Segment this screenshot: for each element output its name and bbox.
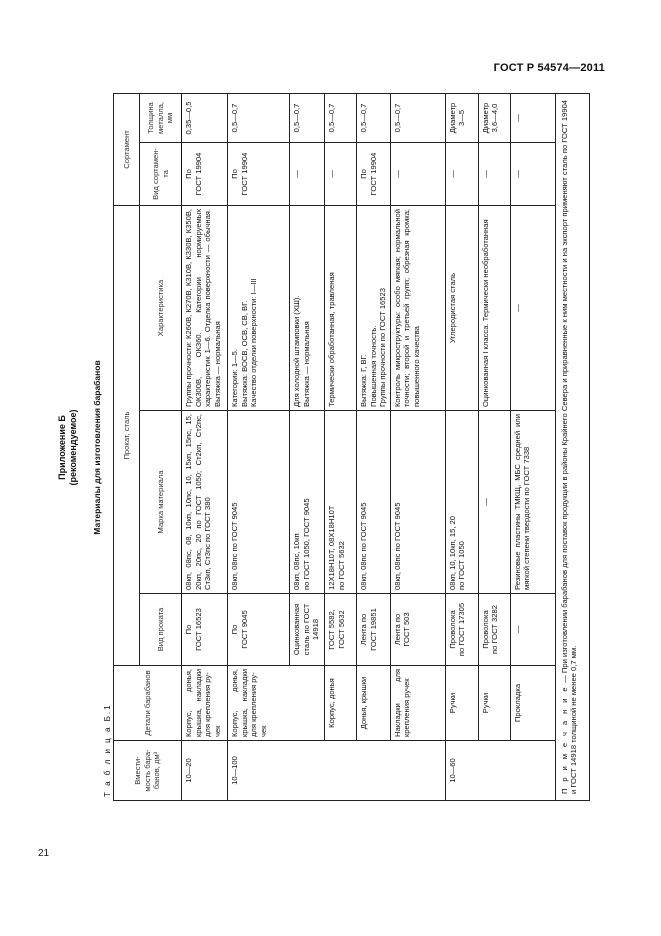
cell-characteristic: Группы прочности: К260В, К270В, К310В, К… xyxy=(181,205,228,411)
cell-rolled-type: По ГОСТ 16523 xyxy=(181,593,228,666)
cell-characteristic: Для холодной штамповки (ХШ). Вытяжка — н… xyxy=(289,205,325,411)
cell-thickness: Диаметр 3,6—4,0 xyxy=(478,93,511,143)
cell-characteristic: Вытяжка: Г, ВГ. Повышенная точность. Гру… xyxy=(356,205,391,411)
cell-assortment: По ГОСТ 19904 xyxy=(181,142,228,206)
note-label: П р и м е ч а н и е xyxy=(559,684,569,794)
cell-assortment: По ГОСТ 19904 xyxy=(356,142,391,206)
header-rolled-group: Прокат, сталь xyxy=(113,205,140,666)
cell-grade: 08кп, 08пс, 08, 10кп, 10пс, 10, 15кп, 15… xyxy=(181,410,228,594)
table-row: Корпус, донья ГОСТ 5582, ГОСТ 5632 12Х18Н1… xyxy=(324,93,357,800)
appendix-title: Приложение Б xyxy=(57,415,67,480)
cell-rolled-type: — xyxy=(510,593,556,666)
rotated-content: Приложение Б (рекомендуемое) Материалы д… xyxy=(57,92,590,801)
cell-details: Корпус, донья, крышка, накладки для креп… xyxy=(227,665,325,741)
header-capacity: Вмести- мость бара- банов, дм³ xyxy=(113,740,182,801)
cell-thickness: 0,5—0,7 xyxy=(227,93,290,143)
cell-grade: 08кп, 08пс, 10кп по ГОСТ 1050, ГОСТ 9045 xyxy=(289,410,325,594)
cell-thickness: 0,5—0,7 xyxy=(390,93,446,143)
cell-thickness: 0,5—0,7 xyxy=(356,93,391,143)
cell-thickness: Диаметр 3—5 xyxy=(445,93,479,143)
cell-rolled-type: Лента по ГОСТ 503 xyxy=(390,593,446,666)
cell-thickness: 0,5—0,7 xyxy=(289,93,325,143)
cell-grade: 08кп, 10, 10кп, 15, 20 по ГОСТ 1050 xyxy=(445,410,479,594)
table-row: Прокладка — Резиновые пластины ТМКЩ, МБС с… xyxy=(510,93,556,800)
cell-details: Корпус, донья, крышка, накладки для креп… xyxy=(181,665,228,741)
cell-characteristic: — xyxy=(510,205,556,411)
table-row: Ручки Проволока по ГОСТ 3282— Оцинкованная… xyxy=(478,93,511,800)
cell-capacity: 10—100 xyxy=(227,740,446,801)
cell-rolled-type: ГОСТ 5582, ГОСТ 5632 xyxy=(324,593,357,666)
cell-assortment: — xyxy=(445,142,479,206)
cell-details: Накладки для крепления ручек xyxy=(390,665,446,741)
cell-rolled-type: По ГОСТ 9045 xyxy=(227,593,290,666)
header-rolled-type: Вид проката xyxy=(139,593,182,666)
table-label: Т а б л и ц а Б.1 xyxy=(103,703,112,797)
cell-details: Ручки xyxy=(478,665,511,741)
cell-assortment: — xyxy=(289,142,325,206)
header-grade: Марка материала xyxy=(139,410,182,594)
header-thickness: Толщина металла, мм xyxy=(139,93,182,143)
cell-details: Корпус, донья xyxy=(324,665,357,741)
cell-characteristic: Оцинкованная I класса. Термически необра… xyxy=(478,205,511,411)
header-details: Детали барабанов xyxy=(113,665,182,741)
table-note: П р и м е ч а н и е — При изготовлении б… xyxy=(555,93,590,801)
table-row: 10—60 Ручки Проволока по ГОСТ 17305 08кп, 1… xyxy=(445,93,556,801)
cell-assortment: — xyxy=(324,142,357,206)
cell-grade: 08кп, 08пс по ГОСТ 9045 xyxy=(390,410,446,594)
cell-details: Донья, крышки xyxy=(356,665,391,741)
cell-characteristic: Категории: 1—5. Вытяжка: ВОСВ, ОСВ, СВ, … xyxy=(227,205,290,411)
document-code: ГОСТ Р 54574—2011 xyxy=(493,62,605,74)
cell-thickness: 0,35—0,5 xyxy=(181,93,228,143)
cell-assortment: — xyxy=(510,142,556,206)
cell-grade: 08кп, 08пс по ГОСТ 9045 xyxy=(227,410,290,594)
table-row: Накладки для крепления ручек Лента по ГОС… xyxy=(390,93,446,800)
cell-rolled-type: Проволока по ГОСТ 17305 xyxy=(445,593,479,666)
cell-details: Прокладка xyxy=(510,665,556,741)
cell-grade: — xyxy=(478,410,511,594)
cell-thickness: 0,5—0,7 xyxy=(324,93,357,143)
cell-assortment: — xyxy=(390,142,446,206)
table-row: 10—100 Корпус, донья, крышка, накладки дл… xyxy=(227,93,446,801)
cell-grade: 08кп, 08пс по ГОСТ 9045 xyxy=(356,410,391,594)
header-assortment-group: Сортамент xyxy=(113,93,140,206)
cell-characteristic: Контроль микроструктуры: особо мягкая; н… xyxy=(390,205,446,411)
cell-rolled-type: Оцинкованная сталь по ГОСТ 14918 xyxy=(289,593,325,666)
cell-rolled-type: Лента по ГОСТ 19851 xyxy=(356,593,391,666)
header-characteristic: Характеристика xyxy=(139,205,182,411)
cell-thickness: — xyxy=(510,93,556,143)
cell-capacity: 10—20 xyxy=(181,740,228,801)
cell-grade: 12Х18Н10Т, 08Х18Н10Т по ГОСТ 5632 xyxy=(324,410,357,594)
table-row: 10—20 Корпус, донья, крышка, накладки для… xyxy=(181,93,228,801)
header-assortment-type: Вид сортамен- та xyxy=(139,142,182,206)
table-row: Донья, крышки Лента по ГОСТ 19851 08кп, 08… xyxy=(356,93,391,800)
cell-characteristic: Углеродистая сталь xyxy=(445,205,479,411)
cell-characteristic: Термически обработанная, травленая xyxy=(324,205,357,411)
cell-rolled-type: Проволока по ГОСТ 3282 xyxy=(478,593,511,666)
cell-assortment: По ГОСТ 19904 xyxy=(227,142,290,206)
cell-grade: Резиновые пластины ТМКЩ, МБС средней или… xyxy=(510,410,556,594)
table-title: Материалы для изготовления барабанов xyxy=(92,360,102,535)
cell-capacity: 10—60 xyxy=(445,740,556,801)
materials-table: Вмести- мость бара- банов, дм³ Детали ба… xyxy=(113,92,590,801)
cell-details: Ручки xyxy=(445,665,479,741)
cell-assortment: — xyxy=(478,142,511,206)
appendix-subtitle: (рекомендуемое) xyxy=(68,409,78,486)
page-number: 21 xyxy=(38,848,50,859)
